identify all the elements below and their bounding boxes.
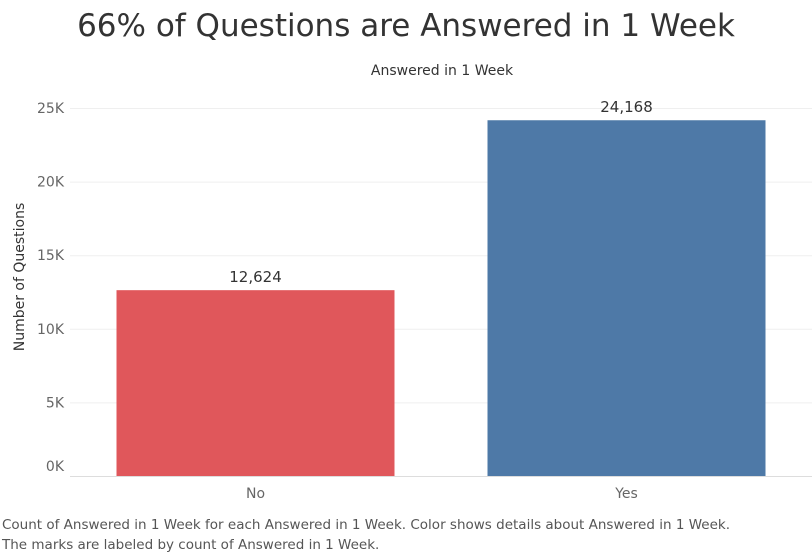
y-axis-ticks: 0K 5K 10K 15K 20K 25K bbox=[37, 101, 65, 475]
x-axis-ticks: No Yes bbox=[246, 486, 638, 502]
caption-line-1: Count of Answered in 1 Week for each Ans… bbox=[2, 517, 730, 533]
x-tick-label: No bbox=[246, 486, 265, 502]
y-tick-label: 0K bbox=[46, 459, 65, 475]
data-label: 12,624 bbox=[229, 268, 282, 286]
bar-chart: 0K 5K 10K 15K 20K 25K 12,624 24,168 No Yes Answ… bbox=[12, 63, 812, 502]
data-labels: 12,624 24,168 bbox=[229, 98, 653, 286]
caption-line-2: The marks are labeled by count of Answer… bbox=[2, 537, 380, 553]
y-tick-label: 5K bbox=[46, 395, 65, 411]
y-axis-label: Number of Questions bbox=[12, 203, 28, 352]
y-tick-label: 15K bbox=[37, 248, 65, 264]
y-tick-label: 20K bbox=[37, 175, 65, 191]
chart-title: 66% of Questions are Answered in 1 Week bbox=[77, 8, 735, 44]
bars bbox=[116, 120, 766, 476]
column-header-title: Answered in 1 Week bbox=[371, 63, 514, 79]
y-tick-label: 25K bbox=[37, 101, 65, 117]
chart-caption: Count of Answered in 1 Week for each Ans… bbox=[2, 515, 810, 555]
bar-no[interactable] bbox=[116, 290, 395, 476]
y-tick-label: 10K bbox=[37, 322, 65, 338]
bar-yes[interactable] bbox=[487, 120, 766, 476]
x-tick-label: Yes bbox=[614, 486, 638, 502]
data-label: 24,168 bbox=[600, 98, 653, 116]
